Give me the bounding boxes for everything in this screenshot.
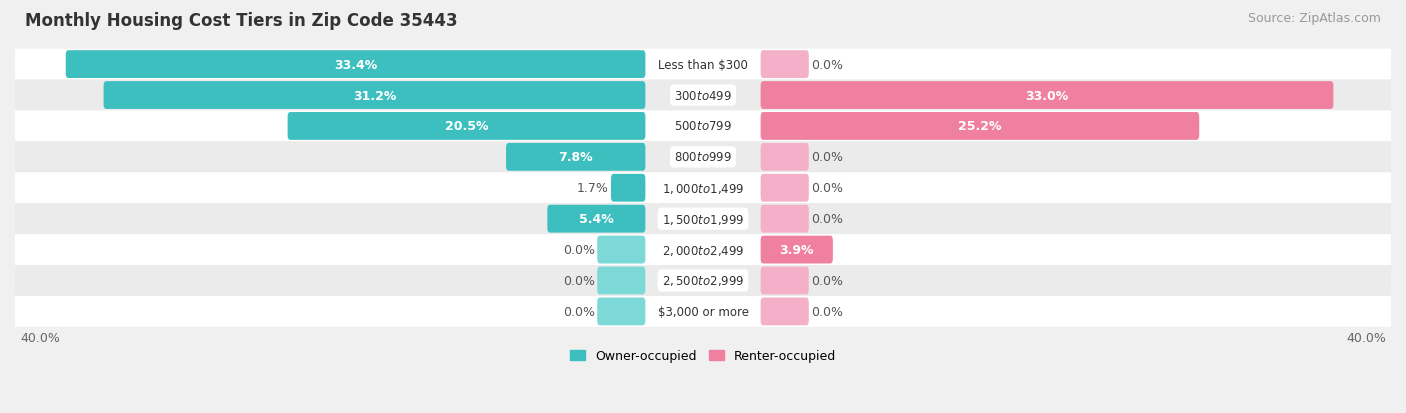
FancyBboxPatch shape bbox=[15, 204, 1391, 235]
FancyBboxPatch shape bbox=[15, 266, 1391, 296]
Text: $500 to $799: $500 to $799 bbox=[673, 120, 733, 133]
FancyBboxPatch shape bbox=[598, 236, 645, 264]
FancyBboxPatch shape bbox=[15, 111, 1391, 142]
Text: 33.4%: 33.4% bbox=[335, 59, 377, 71]
FancyBboxPatch shape bbox=[761, 174, 808, 202]
Text: 0.0%: 0.0% bbox=[562, 274, 595, 287]
Text: $1,000 to $1,499: $1,000 to $1,499 bbox=[662, 181, 744, 195]
Legend: Owner-occupied, Renter-occupied: Owner-occupied, Renter-occupied bbox=[565, 344, 841, 367]
FancyBboxPatch shape bbox=[761, 267, 808, 295]
Text: 0.0%: 0.0% bbox=[811, 305, 844, 318]
FancyBboxPatch shape bbox=[15, 142, 1391, 173]
Text: 0.0%: 0.0% bbox=[562, 244, 595, 256]
FancyBboxPatch shape bbox=[598, 298, 645, 325]
Text: Less than $300: Less than $300 bbox=[658, 59, 748, 71]
Text: 25.2%: 25.2% bbox=[957, 120, 1001, 133]
Text: 0.0%: 0.0% bbox=[811, 213, 844, 225]
Text: 0.0%: 0.0% bbox=[811, 151, 844, 164]
Text: 0.0%: 0.0% bbox=[811, 182, 844, 195]
Text: 0.0%: 0.0% bbox=[811, 59, 844, 71]
FancyBboxPatch shape bbox=[15, 235, 1391, 266]
FancyBboxPatch shape bbox=[761, 113, 1199, 140]
Text: 40.0%: 40.0% bbox=[1346, 332, 1386, 345]
Text: 20.5%: 20.5% bbox=[444, 120, 488, 133]
FancyBboxPatch shape bbox=[66, 51, 645, 79]
Text: Monthly Housing Cost Tiers in Zip Code 35443: Monthly Housing Cost Tiers in Zip Code 3… bbox=[25, 12, 458, 30]
FancyBboxPatch shape bbox=[598, 267, 645, 295]
FancyBboxPatch shape bbox=[15, 50, 1391, 81]
Text: $2,500 to $2,999: $2,500 to $2,999 bbox=[662, 274, 744, 288]
FancyBboxPatch shape bbox=[612, 174, 645, 202]
FancyBboxPatch shape bbox=[15, 173, 1391, 204]
Text: 0.0%: 0.0% bbox=[562, 305, 595, 318]
FancyBboxPatch shape bbox=[15, 81, 1391, 111]
Text: $3,000 or more: $3,000 or more bbox=[658, 305, 748, 318]
Text: Source: ZipAtlas.com: Source: ZipAtlas.com bbox=[1247, 12, 1381, 25]
Text: 1.7%: 1.7% bbox=[576, 182, 609, 195]
FancyBboxPatch shape bbox=[761, 51, 808, 79]
Text: 31.2%: 31.2% bbox=[353, 89, 396, 102]
FancyBboxPatch shape bbox=[761, 205, 808, 233]
Text: $2,000 to $2,499: $2,000 to $2,499 bbox=[662, 243, 744, 257]
Text: 40.0%: 40.0% bbox=[20, 332, 60, 345]
Text: $300 to $499: $300 to $499 bbox=[673, 89, 733, 102]
FancyBboxPatch shape bbox=[506, 144, 645, 171]
FancyBboxPatch shape bbox=[104, 82, 645, 110]
Text: $1,500 to $1,999: $1,500 to $1,999 bbox=[662, 212, 744, 226]
Text: 7.8%: 7.8% bbox=[558, 151, 593, 164]
Text: 3.9%: 3.9% bbox=[779, 244, 814, 256]
FancyBboxPatch shape bbox=[761, 298, 808, 325]
FancyBboxPatch shape bbox=[761, 144, 808, 171]
Text: 5.4%: 5.4% bbox=[579, 213, 614, 225]
FancyBboxPatch shape bbox=[761, 236, 832, 264]
FancyBboxPatch shape bbox=[761, 82, 1333, 110]
Text: $800 to $999: $800 to $999 bbox=[673, 151, 733, 164]
FancyBboxPatch shape bbox=[288, 113, 645, 140]
FancyBboxPatch shape bbox=[15, 296, 1391, 327]
Text: 0.0%: 0.0% bbox=[811, 274, 844, 287]
Text: 33.0%: 33.0% bbox=[1025, 89, 1069, 102]
FancyBboxPatch shape bbox=[547, 205, 645, 233]
